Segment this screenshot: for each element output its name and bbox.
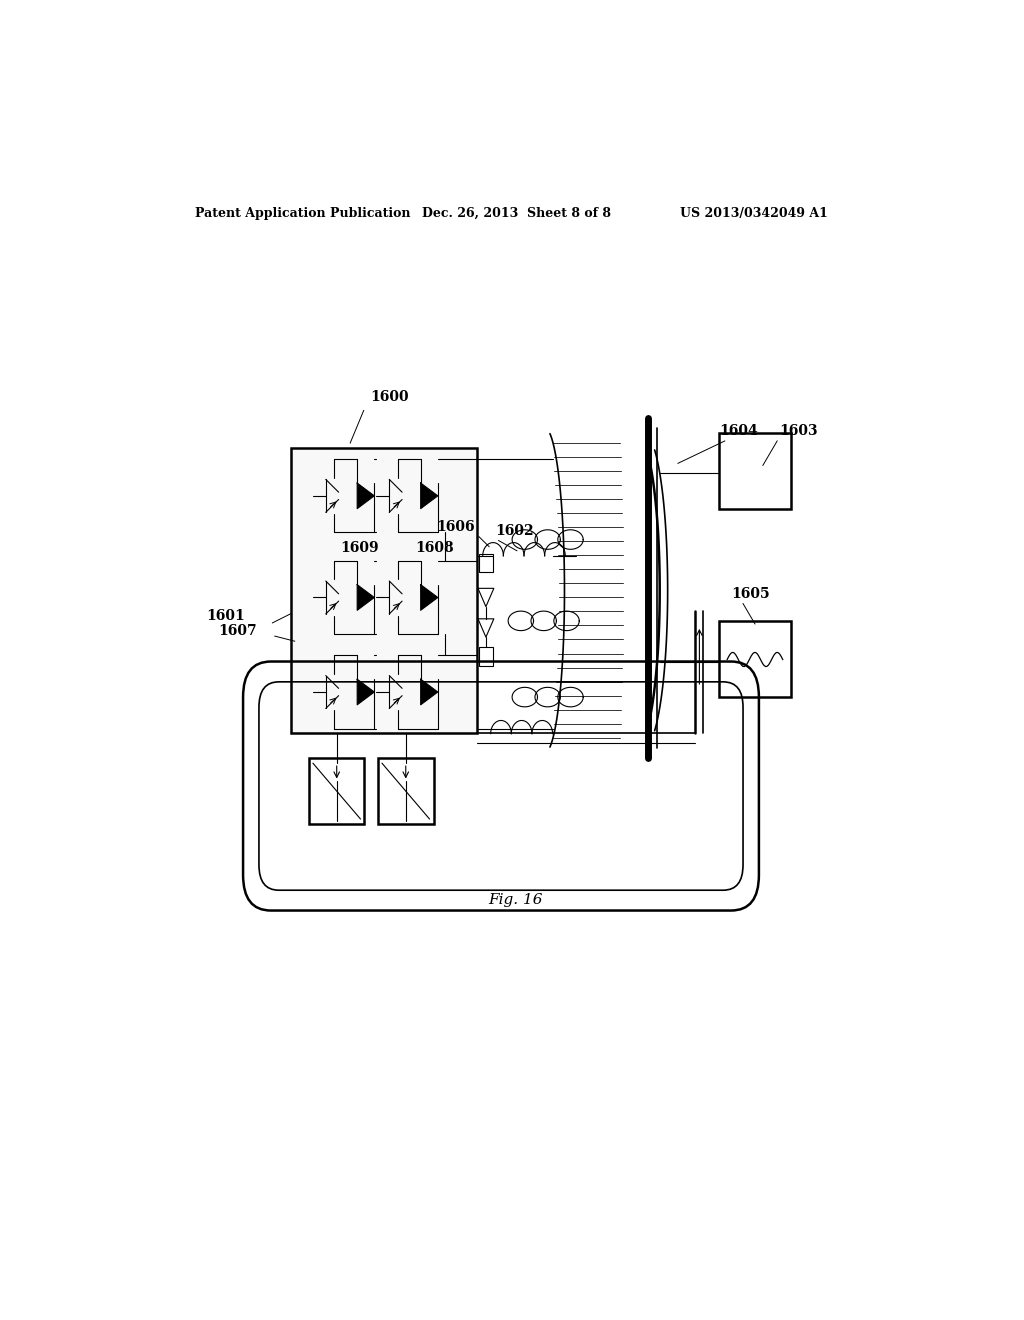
Bar [378, 758, 433, 824]
Polygon shape [421, 680, 438, 705]
Text: 1606: 1606 [436, 520, 475, 535]
Bar [719, 620, 791, 697]
Text: 1602: 1602 [496, 524, 535, 537]
Polygon shape [357, 680, 375, 705]
Text: 1605: 1605 [731, 586, 770, 601]
Text: 1607: 1607 [219, 624, 257, 638]
Text: 1604: 1604 [719, 424, 758, 438]
Polygon shape [357, 585, 375, 610]
Text: US 2013/0342049 A1: US 2013/0342049 A1 [680, 207, 827, 220]
Text: 1609: 1609 [340, 541, 379, 554]
Text: 1600: 1600 [370, 391, 409, 404]
Bar [719, 433, 791, 510]
Bar [479, 647, 494, 665]
Bar [479, 553, 494, 572]
Text: 1601: 1601 [207, 609, 246, 623]
Text: Patent Application Publication: Patent Application Publication [196, 207, 411, 220]
Polygon shape [357, 483, 375, 508]
Polygon shape [421, 585, 438, 610]
Bar [309, 758, 365, 824]
Text: 1608: 1608 [416, 541, 454, 554]
Text: 1603: 1603 [778, 424, 817, 438]
Text: Dec. 26, 2013  Sheet 8 of 8: Dec. 26, 2013 Sheet 8 of 8 [422, 207, 610, 220]
Polygon shape [421, 483, 438, 508]
Text: Fig. 16: Fig. 16 [488, 894, 543, 907]
Bar [291, 447, 477, 733]
